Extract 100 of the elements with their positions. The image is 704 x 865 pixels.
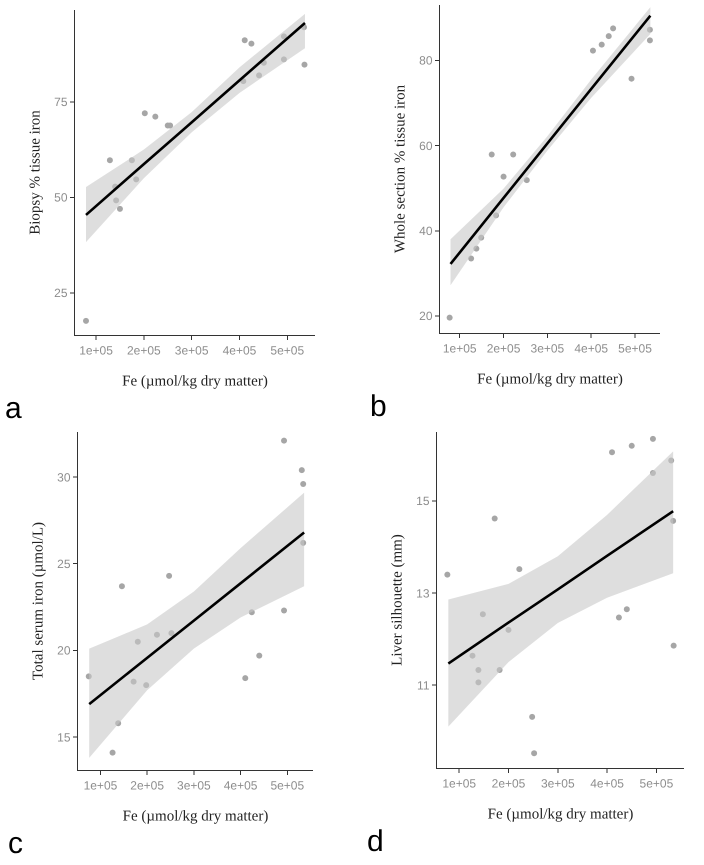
x-axis-title: Fe (µmol/kg dry matter) xyxy=(122,808,268,824)
point xyxy=(609,449,616,456)
point xyxy=(493,212,500,218)
point xyxy=(478,234,484,241)
x-axis-title: Fe (µmol/kg dry matter) xyxy=(488,806,634,822)
point xyxy=(242,37,248,44)
x-tick-label: 3e+05 xyxy=(530,342,565,356)
y-tick-label: 15 xyxy=(57,730,71,744)
y-tick-label: 25 xyxy=(57,556,71,571)
x-tick-label: 4e+05 xyxy=(222,344,257,358)
point xyxy=(500,174,507,180)
point xyxy=(298,467,305,474)
point xyxy=(628,76,635,82)
point xyxy=(142,110,148,116)
point xyxy=(248,609,255,616)
y-tick-label: 40 xyxy=(419,224,433,238)
point xyxy=(242,675,248,682)
point xyxy=(628,442,635,449)
point xyxy=(606,33,612,40)
x-tick-label: 5e+05 xyxy=(618,342,652,356)
point xyxy=(280,56,287,62)
x-axis-title: Fe (µmol/kg dry matter) xyxy=(477,372,623,388)
y-tick-label: 20 xyxy=(419,309,433,324)
y-tick-label: 75 xyxy=(54,94,68,109)
x-tick-label: 5e+05 xyxy=(270,778,304,792)
x-tick-label: 3e+05 xyxy=(540,776,575,790)
x-tick-label: 2e+05 xyxy=(126,344,162,358)
point xyxy=(480,611,486,618)
point xyxy=(516,566,522,572)
point xyxy=(446,314,453,321)
point xyxy=(110,750,116,756)
point xyxy=(531,750,538,756)
point xyxy=(590,48,596,54)
point xyxy=(610,25,616,32)
y-axis-title: Whole section % tissue iron xyxy=(392,84,408,254)
point xyxy=(166,572,172,579)
point xyxy=(113,197,120,204)
y-tick-label: 15 xyxy=(416,494,430,508)
text: d xyxy=(367,825,384,858)
y-tick-label: 50 xyxy=(54,190,68,205)
point xyxy=(650,470,656,476)
point xyxy=(115,720,122,726)
x-tick-label: 2e+05 xyxy=(492,776,526,790)
point xyxy=(143,682,150,688)
point xyxy=(524,177,530,184)
x-tick-label: 1e+05 xyxy=(442,776,476,790)
point xyxy=(130,678,137,685)
point xyxy=(624,606,630,612)
point xyxy=(492,516,498,522)
y-tick-label: 13 xyxy=(416,586,430,600)
x-tick-label: 4e+05 xyxy=(574,342,608,356)
point xyxy=(281,438,288,444)
text: a xyxy=(5,392,22,425)
point xyxy=(616,614,622,620)
point xyxy=(133,176,140,182)
line-series xyxy=(84,22,306,216)
point xyxy=(473,246,480,252)
x-tick-label: 1e+05 xyxy=(79,344,114,358)
point xyxy=(280,33,287,40)
point xyxy=(668,458,674,464)
line-series xyxy=(447,510,674,665)
x-tick-label: 1e+05 xyxy=(84,778,118,792)
line-series xyxy=(88,531,306,706)
point xyxy=(154,632,160,638)
point xyxy=(646,37,653,44)
text: b xyxy=(370,390,387,423)
y-axis-title: Biopsy % tissue iron xyxy=(27,110,44,235)
y-tick-label: 20 xyxy=(57,644,71,658)
point xyxy=(444,572,450,578)
point xyxy=(598,42,605,48)
text: c xyxy=(8,827,23,860)
x-tick-label: 5e+05 xyxy=(640,776,674,790)
x-tick-label: 2e+05 xyxy=(486,342,521,356)
point xyxy=(470,652,476,659)
point xyxy=(301,62,308,68)
point xyxy=(300,481,306,487)
point xyxy=(505,626,512,633)
x-axis-title: Fe (µmol/kg dry matter) xyxy=(122,374,268,390)
y-tick-label: 60 xyxy=(419,138,433,153)
point xyxy=(475,679,482,686)
x-tick-label: 4e+05 xyxy=(224,778,258,792)
point xyxy=(281,608,288,614)
point xyxy=(650,436,656,442)
point xyxy=(128,157,135,164)
point xyxy=(152,114,158,120)
x-tick-label: 2e+05 xyxy=(130,778,164,792)
x-tick-label: 5e+05 xyxy=(270,344,304,358)
point xyxy=(468,255,474,262)
point xyxy=(86,673,92,680)
point xyxy=(256,652,262,659)
point xyxy=(475,666,482,673)
point xyxy=(300,540,306,546)
point xyxy=(134,638,141,645)
y-tick-label: 30 xyxy=(57,470,71,484)
point xyxy=(496,666,503,673)
y-tick-label: 25 xyxy=(54,286,68,300)
y-axis-title: Liver silhouette (mm) xyxy=(389,534,406,666)
y-tick-label: 80 xyxy=(419,54,433,68)
point xyxy=(116,206,123,212)
point xyxy=(83,318,89,324)
